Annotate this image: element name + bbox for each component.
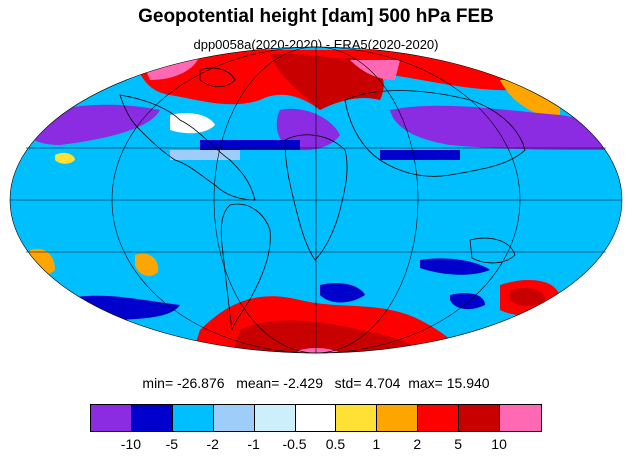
max-label: max= — [408, 375, 443, 391]
colorbar-label: -10 — [120, 436, 142, 452]
min-label: min= — [142, 375, 174, 391]
colorbar-swatch — [377, 405, 419, 431]
graticule — [9, 46, 623, 354]
colorbar-label: 2 — [413, 436, 422, 452]
colorbar-label: 1 — [372, 436, 381, 452]
colorbar-labels: -10 -5 -2 -1 -0.5 0.5 1 2 5 10 — [90, 436, 540, 456]
plot-title: Geopotential height [dam] 500 hPa FEB — [138, 6, 494, 27]
colorbar-swatch — [213, 405, 255, 431]
min-value: -26.876 — [177, 375, 225, 391]
colorbar-label: -2 — [206, 436, 219, 452]
statistics-line: min= -26.876 mean= -2.429 std= 4.704 max… — [0, 375, 632, 391]
colorbar-swatch — [418, 405, 460, 431]
colorbar — [90, 404, 542, 432]
mean-label: mean= — [236, 375, 280, 391]
std-value: 4.704 — [365, 375, 401, 391]
colorbar-swatch — [254, 405, 296, 431]
colorbar-label: -1 — [247, 436, 260, 452]
colorbar-label: 10 — [491, 436, 507, 452]
max-value: 15.940 — [446, 375, 490, 391]
coastlines — [119, 67, 526, 331]
colorbar-label: 5 — [454, 436, 463, 452]
colorbar-swatch — [91, 405, 132, 431]
colorbar-label: -0.5 — [282, 436, 307, 452]
colorbar-swatch — [500, 405, 541, 431]
colorbar-swatch — [459, 405, 501, 431]
colorbar-swatch — [295, 405, 337, 431]
colorbar-label: -5 — [165, 436, 179, 452]
mean-value: -2.429 — [283, 375, 323, 391]
colorbar-swatch — [131, 405, 173, 431]
colorbar-label: 0.5 — [325, 436, 346, 452]
colorbar-swatch — [172, 405, 214, 431]
plot-subtitle: dpp0058a(2020-2020) - ERA5(2020-2020) — [193, 37, 439, 52]
colorbar-swatch — [336, 405, 378, 431]
std-label: std= — [334, 375, 362, 391]
